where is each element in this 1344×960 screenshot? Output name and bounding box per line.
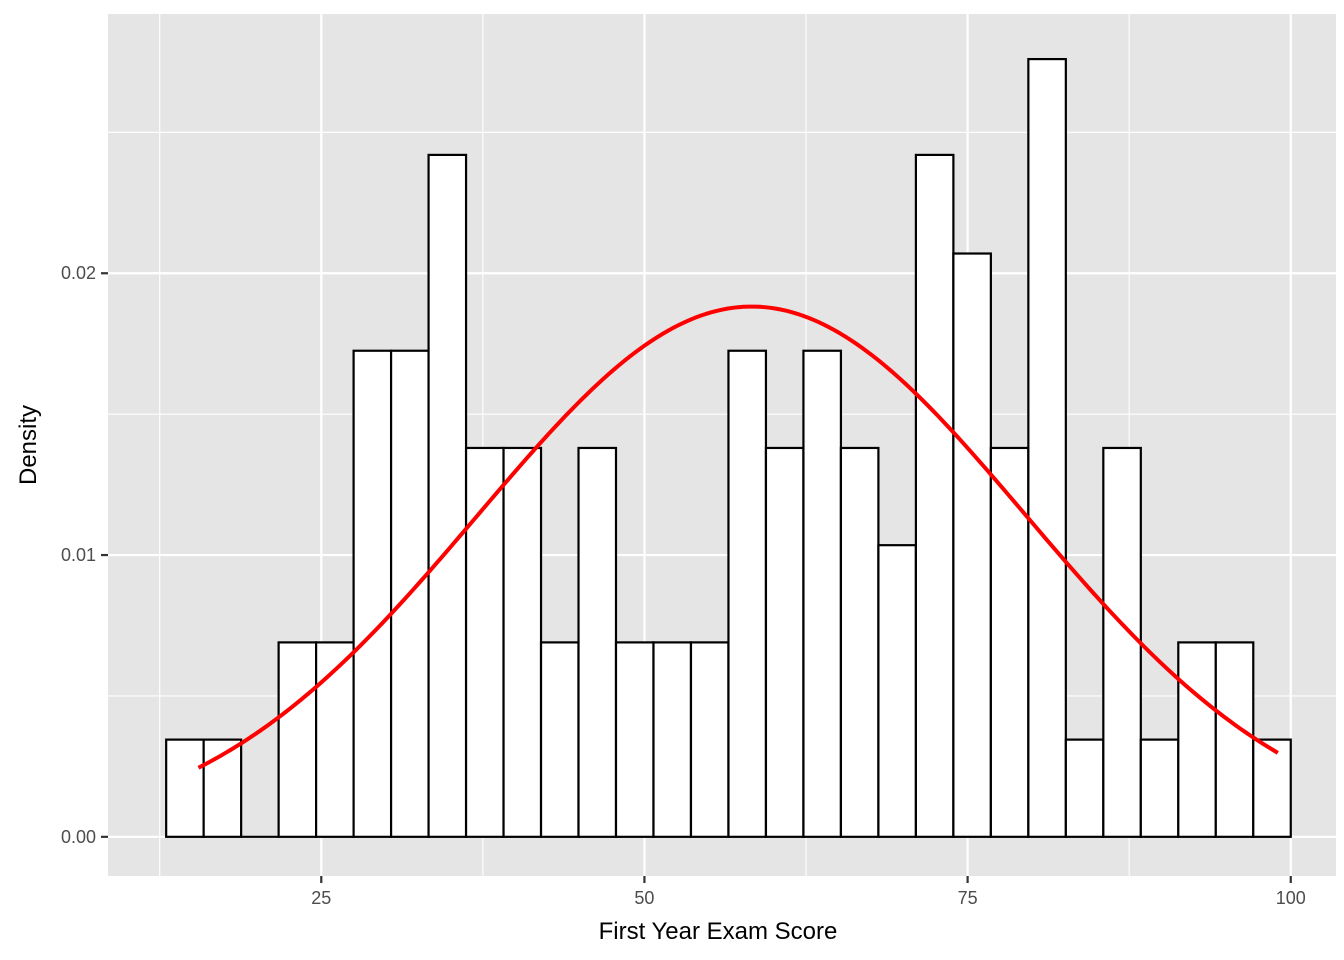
y-tick-label: 0.01: [61, 545, 96, 565]
histogram-bar: [877, 544, 917, 838]
histogram-bar: [1177, 641, 1217, 838]
histogram-bar: [764, 446, 805, 838]
histogram-bar: [165, 738, 205, 838]
y-axis: 0.00 0.01 0.02: [61, 263, 108, 847]
histogram-bar: [952, 252, 992, 838]
histogram-bar: [989, 446, 1030, 838]
histogram-bar: [539, 641, 580, 838]
histogram-bar: [727, 349, 768, 838]
x-axis: 25 50 75 100: [311, 876, 1306, 908]
x-tick-label: 50: [634, 888, 654, 908]
histogram-bar: [689, 641, 730, 838]
histogram-bar: [1214, 641, 1255, 838]
histogram-bar: [464, 446, 505, 838]
histogram-bar: [1252, 738, 1292, 838]
histogram-bar: [202, 738, 243, 838]
histogram-bar: [427, 153, 468, 838]
histogram-bar: [1027, 57, 1067, 838]
x-tick-label: 75: [958, 888, 978, 908]
histogram-bar: [1064, 738, 1105, 838]
density-curve: [197, 304, 1279, 770]
x-axis-title: First Year Exam Score: [599, 918, 838, 945]
histogram-bars: [165, 57, 1292, 838]
histogram-bar: [1139, 738, 1180, 838]
x-tick-label: 25: [311, 888, 331, 908]
histogram-bar: [802, 349, 843, 838]
histogram-bar: [315, 641, 355, 838]
y-axis-title: Density: [15, 405, 42, 485]
histogram-bar: [1102, 446, 1142, 838]
histogram-bar: [352, 349, 393, 838]
histogram-bar: [577, 446, 618, 838]
y-tick-label: 0.00: [61, 827, 96, 847]
histogram-bar: [502, 446, 543, 838]
histogram-bar: [914, 153, 955, 838]
y-tick-label: 0.02: [61, 263, 96, 283]
histogram-bar: [277, 641, 318, 838]
histogram-bar: [652, 641, 693, 838]
x-tick-label: 100: [1276, 888, 1306, 908]
histogram-bar: [839, 446, 880, 838]
histogram-bar: [614, 641, 655, 838]
